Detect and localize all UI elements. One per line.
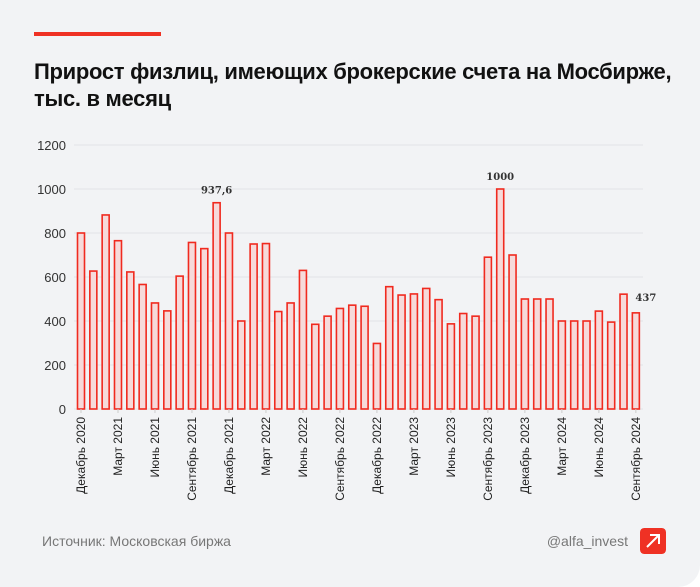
data-label: 1000 — [486, 172, 514, 183]
bar — [619, 293, 628, 410]
source-text: Источник: Московская биржа — [42, 533, 231, 549]
handle-link[interactable]: @alfa_invest — [546, 533, 628, 549]
x-tick-label: Июнь 2024 — [592, 417, 606, 478]
bar — [397, 294, 406, 410]
x-tick-label: Сентябрь 2024 — [629, 417, 643, 501]
bar — [89, 270, 98, 410]
bar — [434, 298, 443, 410]
bar — [138, 283, 147, 410]
x-tick-label: Сентябрь 2021 — [185, 417, 199, 501]
y-tick-label: 200 — [44, 358, 66, 373]
x-tick-label: Июнь 2023 — [444, 417, 458, 478]
x-tick-label: Декабрь 2020 — [74, 417, 88, 494]
accent-bar — [34, 32, 161, 36]
y-tick-label: 0 — [59, 402, 66, 417]
bar — [520, 298, 530, 410]
bar — [261, 242, 271, 410]
bar — [187, 241, 197, 410]
x-tick-label: Декабрь 2021 — [222, 417, 236, 494]
bar — [569, 320, 579, 410]
x-tick-label: Март 2023 — [407, 417, 421, 476]
bar — [557, 320, 567, 410]
bar — [631, 312, 641, 410]
bar — [212, 201, 221, 410]
x-tick-label: Март 2024 — [555, 417, 569, 476]
bar — [163, 310, 172, 410]
bar — [372, 342, 382, 410]
bar — [458, 312, 468, 410]
bar — [409, 293, 419, 410]
bar — [310, 323, 320, 410]
x-tick-label: Сентябрь 2023 — [481, 417, 495, 501]
bar — [236, 320, 246, 410]
x-tick-label: Март 2022 — [259, 417, 273, 476]
y-tick-label: 800 — [44, 226, 66, 241]
data-label: 937,6 — [201, 186, 232, 197]
x-tick-label: Декабрь 2022 — [370, 417, 384, 494]
bar — [347, 304, 357, 410]
alfa-logo-icon — [640, 528, 666, 554]
bar — [495, 188, 505, 410]
bar — [594, 310, 604, 410]
y-tick-label: 600 — [44, 270, 66, 285]
bar — [582, 320, 591, 410]
bar — [532, 298, 542, 410]
x-tick-label: Июнь 2021 — [148, 417, 162, 478]
bar — [446, 323, 456, 410]
x-tick-label: Сентябрь 2022 — [333, 417, 347, 501]
bar — [471, 315, 480, 410]
x-tick-label: Июнь 2022 — [296, 417, 310, 478]
bar — [175, 275, 184, 410]
bar — [606, 321, 616, 410]
bar — [545, 298, 554, 410]
bar — [360, 305, 369, 410]
chart-title: Прирост физлиц, имеющих брокерские счета… — [34, 59, 672, 111]
bar — [384, 285, 394, 410]
bar — [126, 271, 135, 410]
bar — [101, 214, 110, 410]
bar — [273, 310, 283, 410]
bar — [150, 302, 160, 410]
data-label: 437 — [635, 293, 656, 304]
y-tick-label: 1200 — [37, 138, 66, 153]
bar — [224, 232, 234, 410]
bar — [76, 232, 86, 410]
bar — [298, 269, 308, 410]
bar — [249, 243, 258, 410]
y-tick-label: 400 — [44, 314, 66, 329]
bar — [113, 239, 123, 410]
bar — [421, 287, 431, 410]
bar — [200, 247, 209, 410]
bar — [508, 254, 517, 410]
x-tick-label: Декабрь 2023 — [518, 417, 532, 494]
y-tick-label: 1000 — [37, 182, 66, 197]
x-tick-label: Март 2021 — [111, 417, 125, 476]
bar — [323, 315, 332, 410]
bar — [335, 307, 345, 410]
bar — [483, 256, 493, 410]
bar — [286, 302, 295, 410]
